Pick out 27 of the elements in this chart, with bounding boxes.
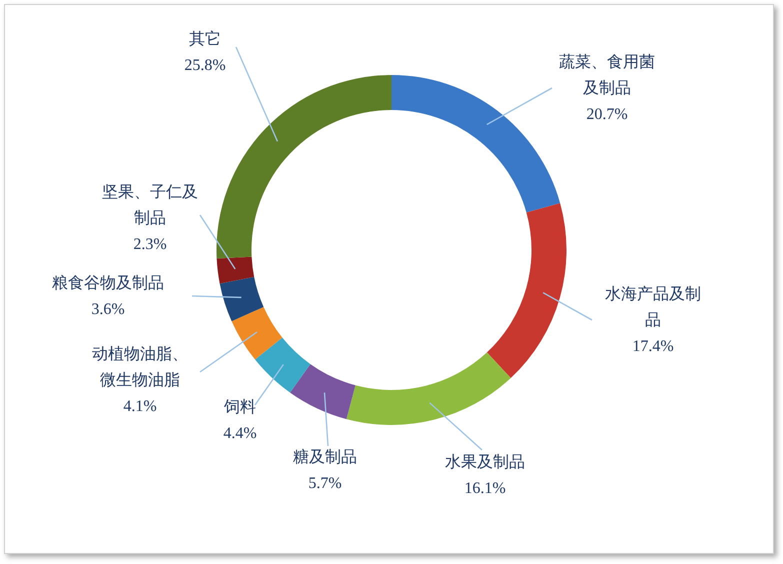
data-label: 4.1% xyxy=(123,398,157,415)
donut-slice xyxy=(216,256,254,284)
data-label: 17.4% xyxy=(632,338,674,355)
slice-label: 动植物油脂、微生物油脂 xyxy=(92,345,188,389)
data-label: 4.4% xyxy=(223,425,257,442)
data-label: 16.1% xyxy=(464,480,506,497)
donut-slice xyxy=(255,338,310,393)
donut-slice xyxy=(232,306,282,360)
slice-label: 蔬菜、食用菌及制品 xyxy=(559,53,655,97)
data-label: 3.6% xyxy=(91,301,125,318)
data-label: 5.7% xyxy=(308,475,342,492)
data-label: 25.8% xyxy=(184,57,226,74)
slice-label: 其它 xyxy=(189,30,221,48)
donut-slice xyxy=(220,276,264,322)
donut-slice xyxy=(486,203,566,378)
slice-label: 水果及制品 xyxy=(445,453,525,471)
donut-slice xyxy=(346,352,511,425)
slice-label: 粮食谷物及制品 xyxy=(52,274,164,292)
donut-slice xyxy=(290,364,356,420)
slice-label: 糖及制品 xyxy=(293,448,357,466)
donut-slice xyxy=(216,75,392,259)
slice-label: 饲料 xyxy=(223,398,256,416)
data-label: 20.7% xyxy=(586,106,628,123)
donut-slice xyxy=(392,75,560,212)
slice-label: 水海产品及制品 xyxy=(605,285,701,329)
data-label: 2.3% xyxy=(133,236,167,253)
slice-label: 坚果、子仁及制品 xyxy=(102,184,198,227)
